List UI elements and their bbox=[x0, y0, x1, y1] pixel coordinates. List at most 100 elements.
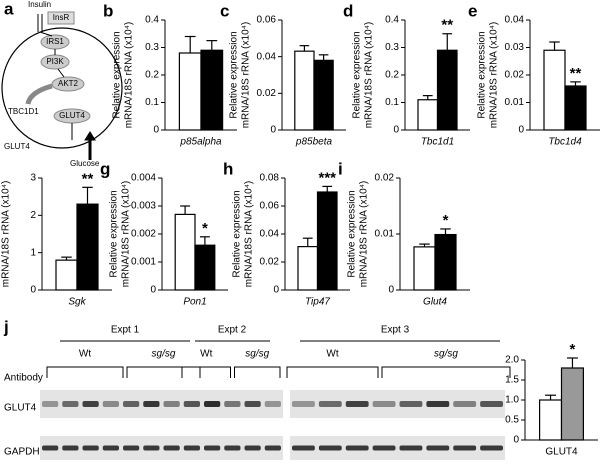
blot-band bbox=[345, 401, 369, 407]
group-label: Wt bbox=[326, 349, 338, 360]
x-axis-label: p85alpha bbox=[179, 137, 222, 148]
y-tick-label: 0 bbox=[393, 125, 399, 136]
bar bbox=[436, 49, 458, 131]
y-tick-label: 3 bbox=[30, 173, 36, 184]
blot-strip bbox=[40, 390, 283, 418]
bar bbox=[194, 244, 216, 291]
bar bbox=[417, 99, 439, 131]
x-axis-label: GLUT4 bbox=[545, 447, 578, 458]
y-axis-label: Relative expression bbox=[109, 190, 120, 277]
blot-band bbox=[163, 445, 180, 451]
y-axis-label: Relative expression bbox=[112, 31, 123, 118]
y-tick-label: 0.02 bbox=[257, 88, 277, 99]
y-tick-label: 0.4 bbox=[145, 15, 159, 26]
akt2-node bbox=[51, 76, 85, 92]
blot-band bbox=[143, 401, 160, 407]
bar bbox=[294, 50, 315, 131]
blot-band bbox=[42, 445, 59, 451]
bar bbox=[434, 233, 457, 291]
y-tick-label: 0.02 bbox=[260, 257, 280, 268]
y-axis-label: Relative expression bbox=[232, 190, 243, 277]
blot-band bbox=[42, 401, 59, 407]
x-axis-label: Glut4 bbox=[423, 297, 447, 308]
y-tick-label: 0.04 bbox=[505, 15, 525, 26]
x-axis-label: Tbc1d4 bbox=[548, 137, 582, 148]
y-axis-label: Relative expression bbox=[347, 190, 358, 277]
y-tick-label: 0 bbox=[273, 285, 279, 296]
blot-band bbox=[372, 445, 396, 451]
blot-band bbox=[102, 401, 119, 407]
y-tick-label: 0 bbox=[150, 285, 156, 296]
significance-label: ** bbox=[441, 17, 453, 34]
panel-letter: d bbox=[343, 1, 353, 20]
arrowhead bbox=[84, 131, 96, 141]
blot-band bbox=[244, 445, 261, 451]
blot-band bbox=[163, 401, 180, 407]
arrow bbox=[39, 31, 53, 37]
significance-label: *** bbox=[318, 169, 336, 186]
inhibit-arrow bbox=[25, 83, 53, 105]
significance-label: ** bbox=[570, 65, 582, 82]
y-axis-label: mRNA/18S rRNA (x10⁴) bbox=[364, 22, 375, 129]
y-tick-label: 1 bbox=[30, 247, 36, 258]
x-axis-label: Tbc1d1 bbox=[421, 137, 454, 148]
group-label: Wt bbox=[200, 349, 212, 360]
bracket bbox=[234, 366, 281, 378]
y-tick-label: 0.001 bbox=[131, 257, 156, 268]
blot-band bbox=[62, 445, 79, 451]
bar bbox=[297, 246, 319, 291]
blot-band bbox=[183, 445, 200, 451]
bracket bbox=[126, 366, 201, 378]
significance-label: * bbox=[443, 212, 449, 229]
node-label: IRS1 bbox=[46, 37, 64, 46]
blot-band bbox=[480, 445, 503, 451]
group-label: sg/sg bbox=[245, 349, 269, 360]
node-label: GLUT4 bbox=[59, 111, 85, 120]
bar bbox=[560, 367, 584, 441]
y-tick-label: 0.004 bbox=[131, 173, 156, 184]
x-axis-label: Pon1 bbox=[183, 297, 206, 308]
blot-band bbox=[143, 445, 160, 451]
y-tick-label: 1.5 bbox=[505, 375, 519, 386]
panel-letter: i bbox=[338, 159, 343, 178]
node-label: PI3K bbox=[46, 57, 64, 66]
y-tick-label: 0.04 bbox=[257, 51, 277, 62]
blot-band bbox=[292, 401, 315, 407]
y-tick-label: 0.08 bbox=[260, 173, 280, 184]
y-axis-label: Relative expression bbox=[477, 31, 488, 118]
blot-band bbox=[82, 445, 99, 451]
blot-band bbox=[224, 445, 241, 451]
x-axis-label: Tip47 bbox=[305, 297, 330, 308]
row-label: GAPDH bbox=[4, 447, 40, 458]
blot-band bbox=[82, 401, 99, 407]
blot-band bbox=[123, 401, 140, 407]
y-tick-label: 2.0 bbox=[505, 355, 519, 366]
blot-band bbox=[264, 401, 281, 407]
significance-label: ** bbox=[82, 170, 94, 187]
y-tick-label: 0.04 bbox=[260, 229, 280, 240]
node-label: InsR bbox=[53, 13, 70, 22]
y-tick-label: 0.1 bbox=[145, 97, 159, 108]
blot-band bbox=[345, 445, 369, 451]
blot-band bbox=[204, 401, 221, 407]
blot-band bbox=[244, 401, 261, 407]
y-axis-label: mRNA/18S rRNA (x10⁴) bbox=[244, 181, 255, 288]
bar bbox=[543, 49, 566, 131]
y-tick-label: 0.4 bbox=[385, 15, 399, 26]
y-tick-label: 1.0 bbox=[505, 395, 519, 406]
node-label: Glucose bbox=[70, 159, 100, 168]
pathway-diagram bbox=[1, 11, 123, 160]
blot-band bbox=[453, 445, 477, 451]
blot-band bbox=[183, 401, 200, 407]
experiment-label: Expt 1 bbox=[111, 325, 140, 336]
blot-band bbox=[62, 401, 79, 407]
y-axis-label: mRNA/18S rRNA (x10⁴) bbox=[1, 181, 12, 288]
y-axis-label: Relative expression bbox=[352, 31, 363, 118]
bracket bbox=[286, 366, 379, 378]
blot-band bbox=[426, 445, 450, 451]
significance-label: * bbox=[202, 220, 208, 237]
bar bbox=[174, 213, 196, 291]
group-label: sg/sg bbox=[434, 349, 458, 360]
bar bbox=[316, 191, 338, 291]
